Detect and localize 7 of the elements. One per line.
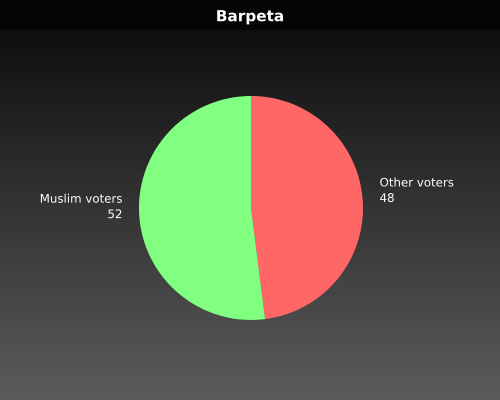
- chart-title: Barpeta: [217, 10, 283, 24]
- data-label: 48: [380, 193, 394, 202]
- pie-slice: [251, 96, 363, 320]
- pie-slice: [139, 96, 266, 320]
- slice-label: Other voters: [380, 178, 454, 187]
- slice-label: Muslim voters: [40, 194, 122, 203]
- data-label: 52: [108, 209, 122, 218]
